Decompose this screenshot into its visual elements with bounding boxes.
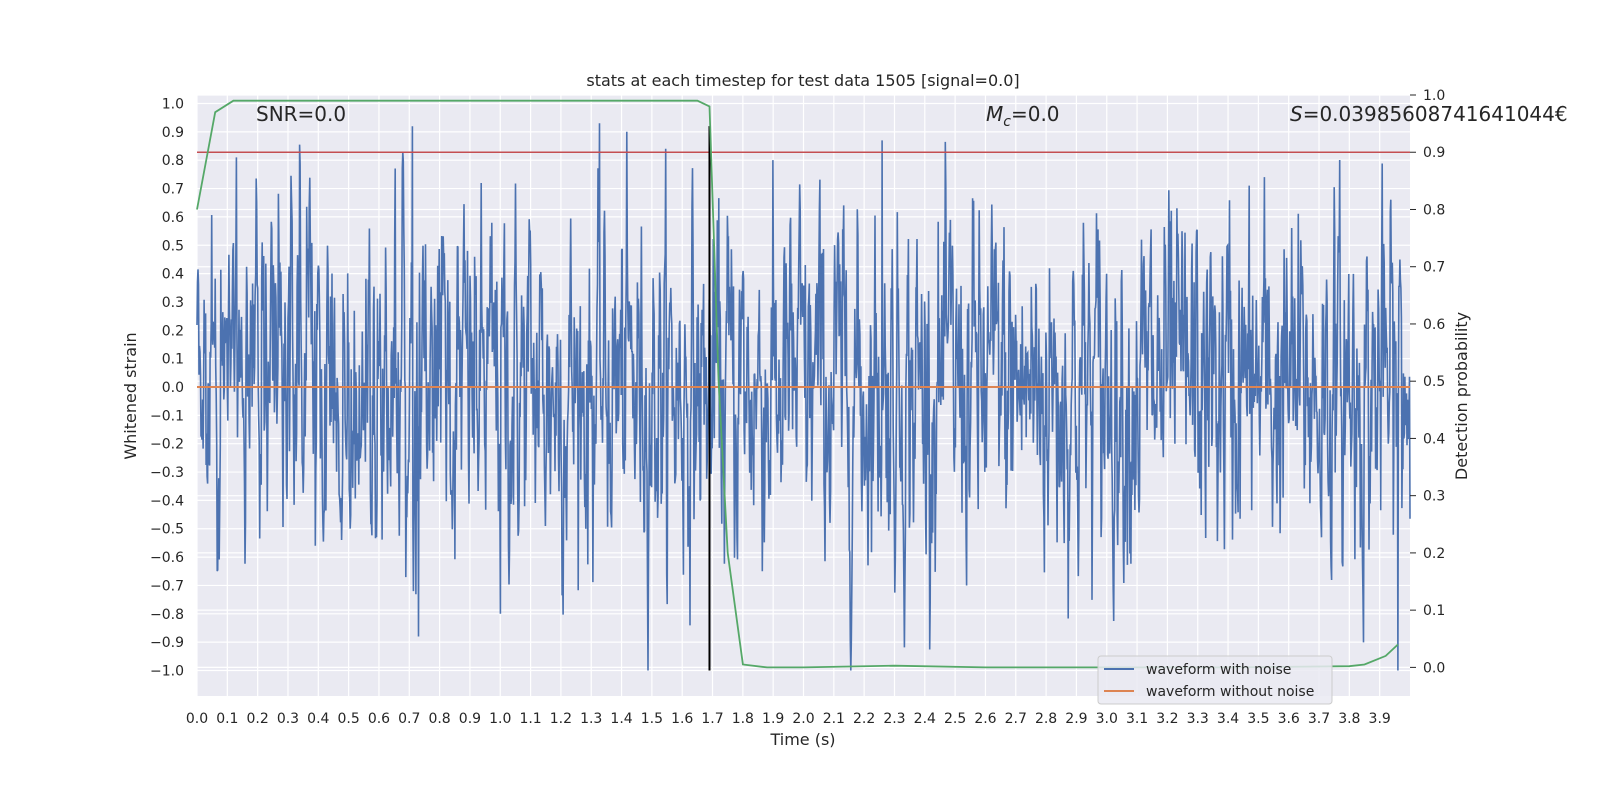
y-axis-label: Whitened strain	[121, 332, 140, 459]
x-tick-label: 3.9	[1369, 711, 1391, 727]
x-tick-label: 0.9	[459, 711, 481, 727]
y-tick-label: 0.3	[162, 295, 184, 311]
x-tick-label: 2.0	[792, 711, 814, 727]
waveform-with-noise-path	[196, 123, 1411, 671]
y-tick-label: 0.1	[162, 352, 184, 368]
x-tick-label: 3.2	[1156, 711, 1178, 727]
x-tick-label: 3.4	[1217, 711, 1239, 727]
x-tick-label: 2.4	[914, 711, 936, 727]
legend: waveform with noise waveform without noi…	[1097, 655, 1333, 705]
x-tick-label: 1.1	[519, 711, 541, 727]
y2-tick-label: 0.0	[1423, 660, 1445, 676]
x-tick-label: 2.9	[1065, 711, 1087, 727]
x-tick-label: 1.0	[489, 711, 511, 727]
y2-tick-label: 0.6	[1423, 317, 1445, 333]
y-tick-label: −0.2	[150, 437, 184, 453]
x-tick-label: 3.7	[1308, 711, 1330, 727]
legend-box	[1097, 655, 1333, 705]
x-tick-label: 0.5	[337, 711, 359, 727]
x-tick-label: 1.7	[701, 711, 723, 727]
y2-tick-label: 0.8	[1423, 202, 1445, 218]
legend-label-waveform-with-noise: waveform with noise	[1146, 662, 1291, 678]
x-tick-label: 2.1	[823, 711, 845, 727]
x-tick-label: 2.6	[974, 711, 996, 727]
x-tick-label: 0.6	[368, 711, 390, 727]
x-tick-label: 0.7	[398, 711, 420, 727]
x-tick-label: 1.3	[580, 711, 602, 727]
y2-tick-label: 1.0	[1423, 88, 1445, 104]
y-tick-label: −1.0	[150, 663, 184, 679]
chirp-mass-annotation: Mc=0.0	[986, 102, 1060, 130]
x-tick-label: 0.1	[216, 711, 238, 727]
y2-tick-label: 0.9	[1423, 145, 1445, 161]
y-tick-label: 0.6	[162, 210, 184, 226]
x-tick-label: 1.9	[762, 711, 784, 727]
x-tick-label: 3.3	[1187, 711, 1209, 727]
y2-axis-label: Detection probability	[1452, 312, 1471, 480]
x-tick-label: 0.2	[247, 711, 269, 727]
y-tick-label: 0.2	[162, 323, 184, 339]
y2-tick-label: 0.4	[1423, 431, 1445, 447]
x-tick-label: 0.3	[277, 711, 299, 727]
y-tick-label: 0.7	[162, 182, 184, 198]
y-tick-label: −0.5	[150, 522, 184, 538]
y2-tick-label: 0.2	[1423, 546, 1445, 562]
y-tick-label: −0.7	[150, 578, 184, 594]
s-annotation: S=0.03985608741641044€	[1290, 102, 1568, 126]
y2-tick-label: 0.7	[1423, 260, 1445, 276]
grid	[196, 94, 1410, 696]
x-tick-label: 1.5	[641, 711, 663, 727]
x-tick-label: 1.2	[550, 711, 572, 727]
chart-title: stats at each timestep for test data 150…	[586, 71, 1019, 90]
x-tick-label: 2.3	[883, 711, 905, 727]
y-tick-label: 0.4	[162, 267, 184, 283]
y-tick-label: 0.9	[162, 125, 184, 141]
snr-annotation: SNR=0.0	[256, 102, 346, 126]
x-tick-label: 3.0	[1096, 711, 1118, 727]
y-tick-label: 0.8	[162, 153, 184, 169]
y2-tick-label: 0.3	[1423, 489, 1445, 505]
x-tick-label: 3.1	[1126, 711, 1148, 727]
x-tick-label: 1.4	[610, 711, 632, 727]
tick-labels: 0.0 0.1 0.2 0.3 0.4 0.5 0.6 0.7 0.8 0.9 1.0 1.1 1.2 1…	[150, 88, 1445, 727]
legend-label-waveform-without-noise: waveform without noise	[1146, 684, 1314, 700]
y2-tick-label: 0.1	[1423, 603, 1445, 619]
y-tick-label: −0.8	[150, 607, 184, 623]
x-tick-label: 0.8	[428, 711, 450, 727]
series-waveform-with-noise	[196, 123, 1411, 671]
x-tick-label: 3.6	[1278, 711, 1300, 727]
y-tick-label: −0.1	[150, 408, 184, 424]
y-tick-label: −0.3	[150, 465, 184, 481]
y-tick-label: 1.0	[162, 97, 184, 113]
x-tick-label: 0.0	[186, 711, 208, 727]
y-tick-label: 0.5	[162, 238, 184, 254]
y-tick-label: −0.4	[150, 493, 184, 509]
x-tick-label: 1.8	[732, 711, 754, 727]
y-tick-label: −0.9	[150, 635, 184, 651]
x-tick-label: 3.5	[1247, 711, 1269, 727]
x-tick-label: 3.8	[1338, 711, 1360, 727]
x-tick-label: 0.4	[307, 711, 329, 727]
x-tick-label: 2.2	[853, 711, 875, 727]
x-tick-label: 1.6	[671, 711, 693, 727]
x-tick-label: 2.5	[944, 711, 966, 727]
y-tick-label: −0.6	[150, 550, 184, 566]
x-axis-label: Time (s)	[769, 730, 835, 749]
x-tick-label: 2.8	[1035, 711, 1057, 727]
y-tick-label: 0.0	[162, 380, 184, 396]
y2-tick-label: 0.5	[1423, 374, 1445, 390]
x-tick-label: 2.7	[1005, 711, 1027, 727]
